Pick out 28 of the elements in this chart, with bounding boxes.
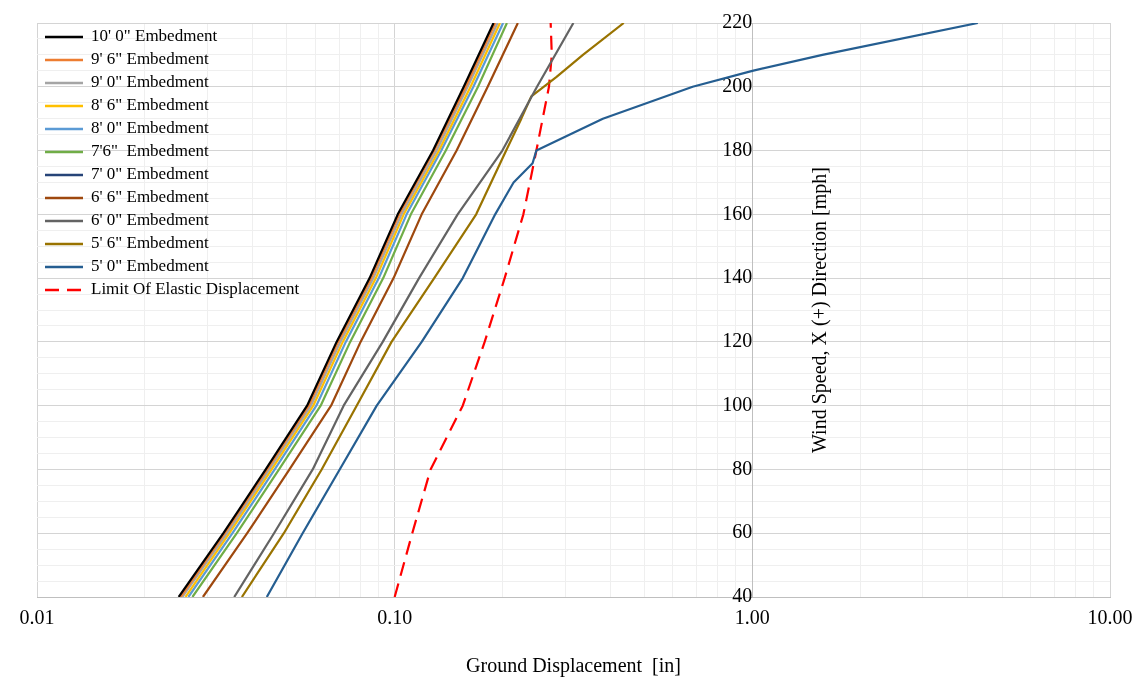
y-tick-label: 40	[732, 584, 753, 607]
legend-label: 8' 0" Embedment	[91, 118, 209, 138]
legend-label: 5' 6" Embedment	[91, 233, 209, 253]
legend-label: 9' 0" Embedment	[91, 72, 209, 92]
y-tick-label: 80	[732, 456, 753, 479]
legend-label: 5' 0" Embedment	[91, 256, 209, 276]
y-axis-title: Wind Speed, X (+) Direction [mph]	[807, 167, 831, 453]
x-tick-label: 1.00	[734, 606, 770, 629]
x-tick-label: 0.10	[377, 606, 413, 629]
legend-label: 6' 0" Embedment	[91, 210, 209, 230]
legend-label: 6' 6" Embedment	[91, 187, 209, 207]
x-axis-title: Ground Displacement [in]	[466, 654, 681, 678]
legend-label: Limit Of Elastic Displacement	[91, 279, 300, 299]
y-tick-label: 200	[722, 74, 753, 97]
y-tick-label: 140	[722, 265, 753, 288]
y-tick-label: 60	[732, 520, 753, 543]
legend-label: 7' 0" Embedment	[91, 164, 209, 184]
legend-label: 8' 6" Embedment	[91, 95, 209, 115]
x-tick-label: 10.00	[1087, 606, 1133, 629]
y-tick-label: 160	[722, 201, 753, 224]
y-tick-label: 120	[722, 329, 753, 352]
legend-label: 7'6" Embedment	[91, 141, 209, 161]
x-tick-label: 0.01	[19, 606, 55, 629]
legend-label: 9' 6" Embedment	[91, 49, 209, 69]
y-tick-label: 180	[722, 137, 753, 160]
y-tick-label: 220	[722, 10, 753, 33]
legend-label: 10' 0" Embedment	[91, 26, 218, 46]
y-tick-label: 100	[722, 392, 753, 415]
